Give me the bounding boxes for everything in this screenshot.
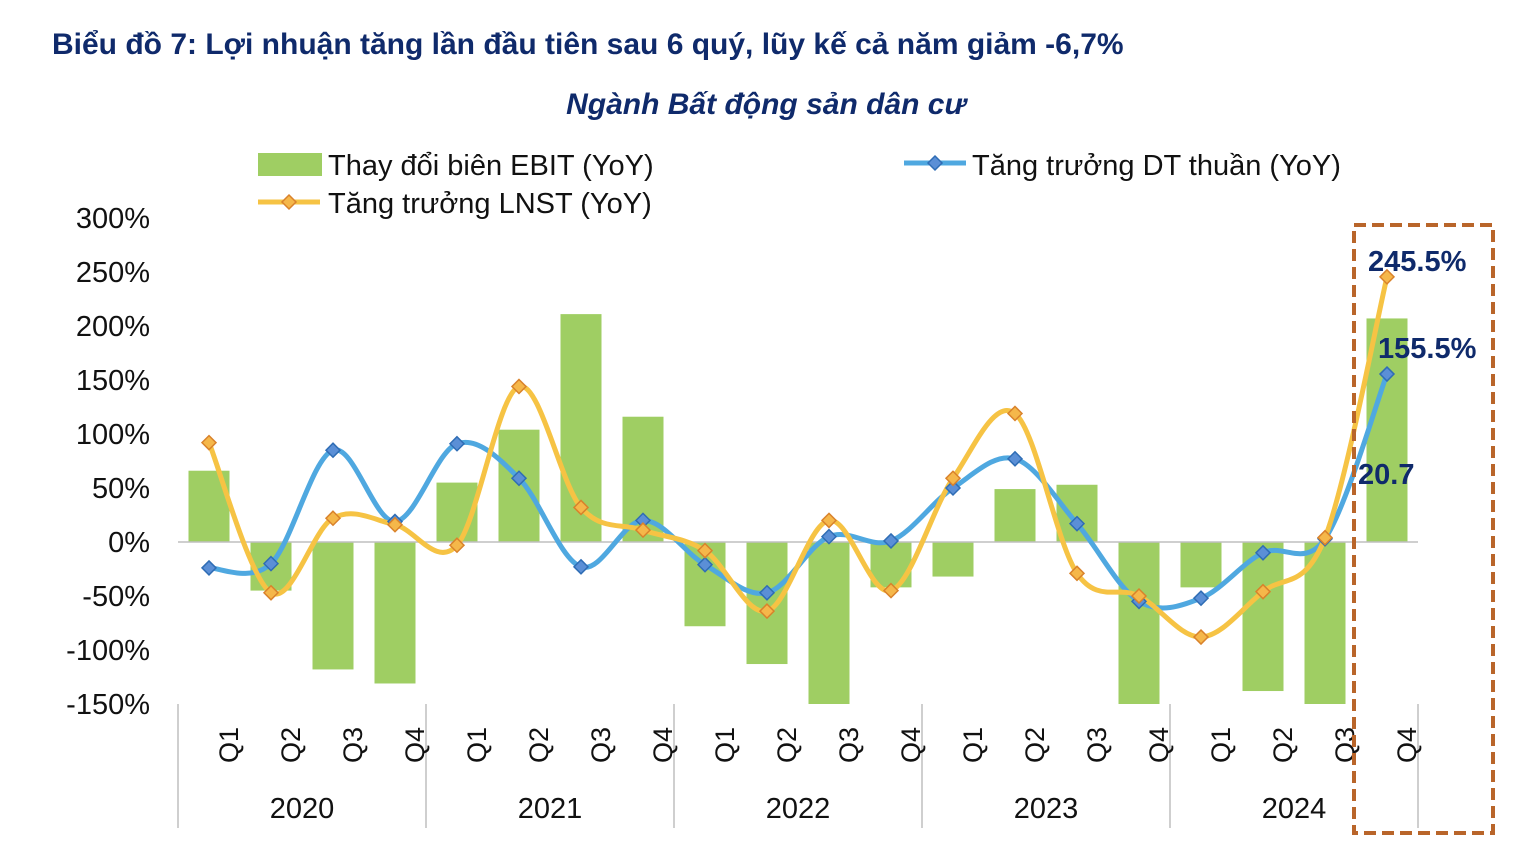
ebit-bar: [932, 542, 974, 577]
ebit-bar: [746, 542, 788, 665]
ebit-bar: [1056, 484, 1098, 542]
ebit-data-label: 20.7: [1358, 459, 1414, 491]
legend-marker-profit: [280, 193, 298, 211]
profit-marker: [696, 542, 714, 559]
profit-marker: [200, 434, 218, 451]
legend-marker-revenue: [926, 154, 944, 172]
profit-marker: [1192, 628, 1210, 646]
x-tick-label: Q2: [524, 727, 554, 763]
ebit-bar: [808, 542, 850, 704]
profit-marker: [572, 499, 590, 516]
x-tick-label: Q1: [462, 727, 492, 763]
profit-marker: [386, 516, 404, 533]
highlight-box: [1352, 223, 1495, 835]
legend-swatch-ebit: [258, 153, 322, 176]
year-label: 2020: [270, 793, 335, 825]
x-tick-label: Q4: [896, 727, 926, 763]
y-tick-label: 0%: [108, 527, 150, 559]
legend-label-ebit: Thay đổi biên EBIT (YoY): [328, 150, 654, 182]
revenue-marker: [324, 442, 342, 459]
x-tick-label: Q3: [586, 727, 616, 763]
x-tick-label: Q3: [834, 727, 864, 763]
ebit-bar: [1180, 542, 1222, 588]
x-tick-label: Q2: [276, 727, 306, 763]
revenue-marker: [1192, 590, 1210, 607]
year-label: 2022: [766, 793, 831, 825]
y-tick-label: 100%: [76, 419, 150, 451]
profit-marker: [1316, 529, 1334, 546]
profit-marker: [882, 582, 900, 599]
profit-marker: [1254, 583, 1272, 600]
profit-marker: [820, 512, 838, 529]
revenue-data-label: 155.5%: [1378, 333, 1477, 365]
revenue-marker: [1254, 544, 1272, 561]
profit-marker: [324, 510, 342, 527]
chart-subtitle: Ngành Bất động sản dân cư: [566, 88, 966, 121]
x-tick-label: Q2: [1268, 727, 1298, 763]
ebit-bar: [1304, 542, 1346, 704]
profit-marker: [510, 378, 528, 395]
year-label: 2021: [518, 793, 583, 825]
ebit-bar: [994, 489, 1036, 542]
y-tick-label: 250%: [76, 257, 150, 289]
ebit-bar: [312, 542, 354, 670]
profit-marker: [1130, 587, 1148, 605]
y-tick-label: -100%: [66, 635, 150, 667]
x-tick-label: Q1: [214, 727, 244, 763]
x-tick-label: Q4: [400, 727, 430, 763]
revenue-marker: [882, 532, 900, 549]
profit-data-label: 245.5%: [1368, 246, 1467, 278]
profit-marker: [262, 584, 280, 601]
revenue-marker: [572, 558, 590, 575]
profit-marker: [1378, 268, 1396, 285]
chart-title: Biểu đồ 7: Lợi nhuận tăng lần đầu tiên s…: [52, 28, 1124, 61]
revenue-marker: [1068, 515, 1086, 532]
x-tick-label: Q1: [1206, 727, 1236, 763]
revenue-marker: [1006, 450, 1024, 467]
revenue-marker: [944, 479, 962, 497]
y-tick-label: -50%: [82, 581, 150, 613]
ebit-bar: [1118, 542, 1160, 704]
profit-marker: [634, 522, 652, 539]
profit-marker: [448, 537, 466, 554]
year-label: 2024: [1262, 793, 1327, 825]
revenue-marker: [758, 584, 776, 601]
x-tick-label: Q1: [710, 727, 740, 763]
revenue-marker: [510, 470, 528, 487]
x-tick-label: Q3: [338, 727, 368, 763]
revenue-marker: [200, 559, 218, 576]
legend-label-profit: Tăng trưởng LNST (YoY): [328, 188, 652, 220]
profit-marker: [1068, 565, 1086, 582]
y-tick-label: 150%: [76, 365, 150, 397]
y-tick-label: 300%: [76, 203, 150, 235]
revenue-marker: [696, 556, 714, 573]
x-tick-label: Q2: [772, 727, 802, 763]
revenue-marker: [448, 435, 466, 452]
y-tick-label: 200%: [76, 311, 150, 343]
year-label: 2023: [1014, 793, 1079, 825]
revenue-marker: [262, 555, 280, 572]
x-tick-label: Q4: [1144, 727, 1174, 763]
x-tick-label: Q2: [1020, 727, 1050, 763]
ebit-bar: [1366, 318, 1408, 542]
legend-label-revenue: Tăng trưởng DT thuần (YoY): [972, 150, 1341, 182]
profit-marker: [758, 603, 776, 620]
profit-marker: [1006, 405, 1024, 422]
x-tick-label: Q3: [1082, 727, 1112, 763]
ebit-bar: [374, 542, 416, 684]
ebit-bar: [1242, 542, 1284, 692]
profit-marker: [944, 470, 962, 487]
x-tick-label: Q1: [958, 727, 988, 763]
y-tick-label: 50%: [92, 473, 150, 505]
x-tick-label: Q4: [1392, 727, 1422, 763]
revenue-marker: [820, 528, 838, 545]
x-tick-label: Q4: [648, 727, 678, 763]
y-tick-label: -150%: [66, 689, 150, 721]
revenue-marker: [1378, 365, 1396, 383]
